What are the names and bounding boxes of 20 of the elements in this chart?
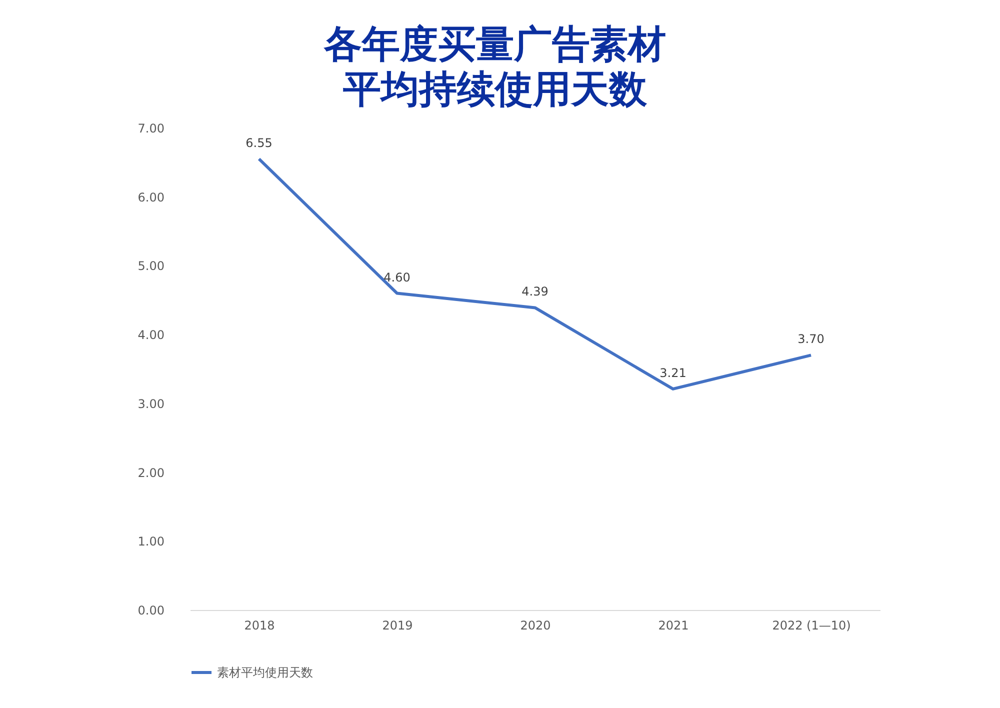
- x-tick-label: 2022 (1—10): [772, 618, 851, 632]
- y-tick-label: 4.00: [138, 328, 164, 342]
- y-tick-label: 5.00: [138, 259, 164, 274]
- y-tick-label: 1.00: [138, 534, 164, 549]
- x-tick-label: 2021: [658, 618, 689, 632]
- y-tick-label: 0.00: [138, 604, 164, 618]
- x-tick-label: 2018: [244, 618, 275, 632]
- data-label: 6.55: [246, 136, 272, 150]
- data-label: 3.21: [660, 366, 686, 380]
- data-label: 4.60: [384, 270, 410, 284]
- data-label: 4.39: [522, 284, 548, 299]
- x-tick-label: 2019: [382, 618, 413, 632]
- chart-title: 各年度买量广告素材平均持续使用天数: [323, 22, 666, 111]
- y-tick-label: 7.00: [138, 122, 164, 136]
- x-tick-label: 2020: [520, 618, 551, 632]
- y-tick-label: 6.00: [138, 190, 164, 204]
- data-label: 3.70: [798, 332, 824, 346]
- y-tick-label: 3.00: [138, 396, 164, 411]
- legend-label: 素材平均使用天数: [217, 666, 313, 680]
- y-tick-label: 2.00: [138, 466, 164, 480]
